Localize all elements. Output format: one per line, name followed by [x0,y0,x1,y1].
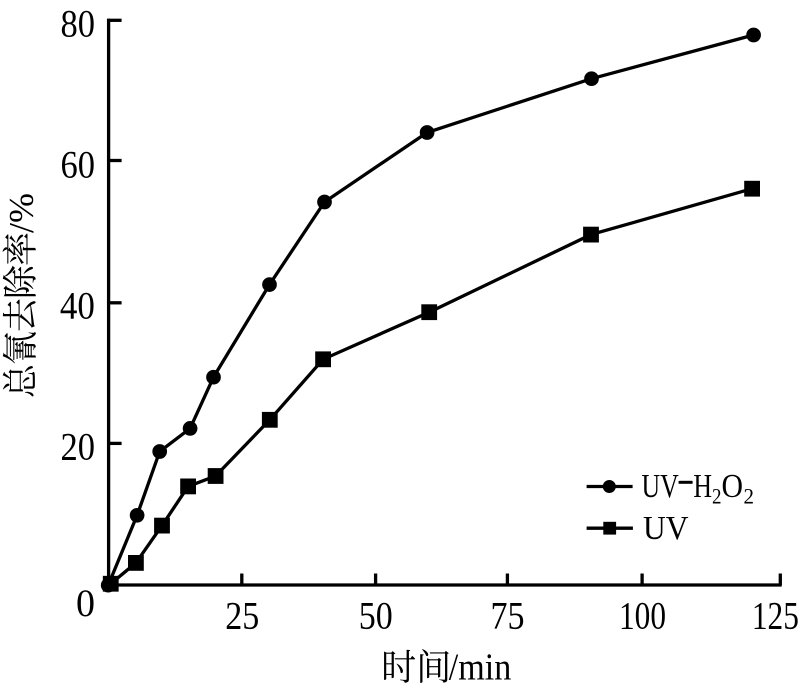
svg-text:2: 2 [744,483,755,508]
svg-text:40: 40 [60,283,95,327]
svg-text:75: 75 [491,593,525,637]
svg-text:O: O [722,468,744,505]
svg-text:/%: /% [2,193,41,233]
svg-text:25: 25 [225,593,259,637]
svg-text:100: 100 [619,593,666,637]
svg-text:50: 50 [359,593,393,637]
svg-text:UV: UV [643,510,689,547]
svg-text:/min: /min [449,647,512,688]
svg-text:UV−H: UV−H [642,464,713,505]
svg-text:125: 125 [752,593,799,637]
svg-text:2: 2 [712,483,722,508]
svg-text:60: 60 [61,143,96,187]
svg-text:20: 20 [61,425,96,469]
svg-text:80: 80 [61,2,96,46]
svg-text:0: 0 [76,581,95,625]
